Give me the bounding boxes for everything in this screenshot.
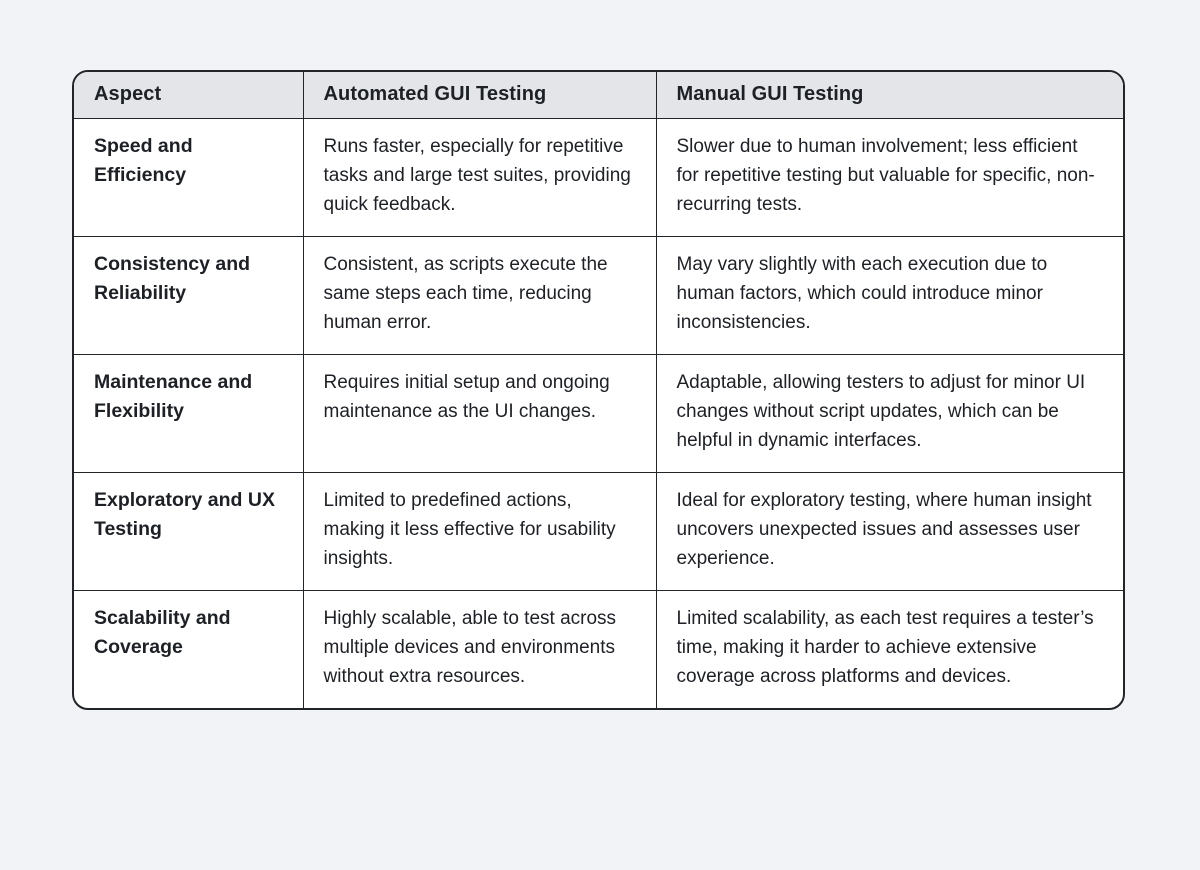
cell-aspect: Exploratory and UX Testing (74, 472, 303, 591)
table-row: Maintenance and Flexibility Requires ini… (74, 354, 1123, 473)
table-row: Exploratory and UX Testing Limited to pr… (74, 472, 1123, 591)
cell-manual: Ideal for exploratory testing, where hum… (655, 472, 1123, 591)
cell-manual: May vary slightly with each execution du… (655, 236, 1123, 355)
column-header-aspect: Aspect (74, 72, 303, 119)
cell-aspect: Consistency and Reliability (74, 236, 303, 355)
header-row: Aspect Automated GUI Testing Manual GUI … (74, 72, 1123, 119)
cell-automated: Limited to predefined actions, making it… (302, 472, 656, 591)
cell-aspect: Maintenance and Flexibility (74, 354, 303, 473)
table-header: Aspect Automated GUI Testing Manual GUI … (74, 72, 1123, 119)
table-row: Consistency and Reliability Consistent, … (74, 236, 1123, 355)
cell-manual: Slower due to human involvement; less ef… (655, 118, 1123, 237)
cell-automated: Highly scalable, able to test across mul… (302, 590, 656, 708)
cell-aspect: Scalability and Coverage (74, 590, 303, 708)
column-header-manual: Manual GUI Testing (655, 72, 1123, 119)
cell-automated: Requires initial setup and ongoing maint… (302, 354, 656, 473)
cell-automated: Consistent, as scripts execute the same … (302, 236, 656, 355)
comparison-table-container: Aspect Automated GUI Testing Manual GUI … (72, 70, 1125, 710)
table-row: Scalability and Coverage Highly scalable… (74, 590, 1123, 708)
cell-manual: Adaptable, allowing testers to adjust fo… (655, 354, 1123, 473)
gui-testing-comparison-table: Aspect Automated GUI Testing Manual GUI … (74, 72, 1123, 708)
column-header-automated: Automated GUI Testing (302, 72, 656, 119)
table-row: Speed and Efficiency Runs faster, especi… (74, 118, 1123, 237)
table-body: Speed and Efficiency Runs faster, especi… (74, 118, 1123, 708)
cell-manual: Limited scalability, as each test requir… (655, 590, 1123, 708)
cell-automated: Runs faster, especially for repetitive t… (302, 118, 656, 237)
cell-aspect: Speed and Efficiency (94, 135, 193, 186)
